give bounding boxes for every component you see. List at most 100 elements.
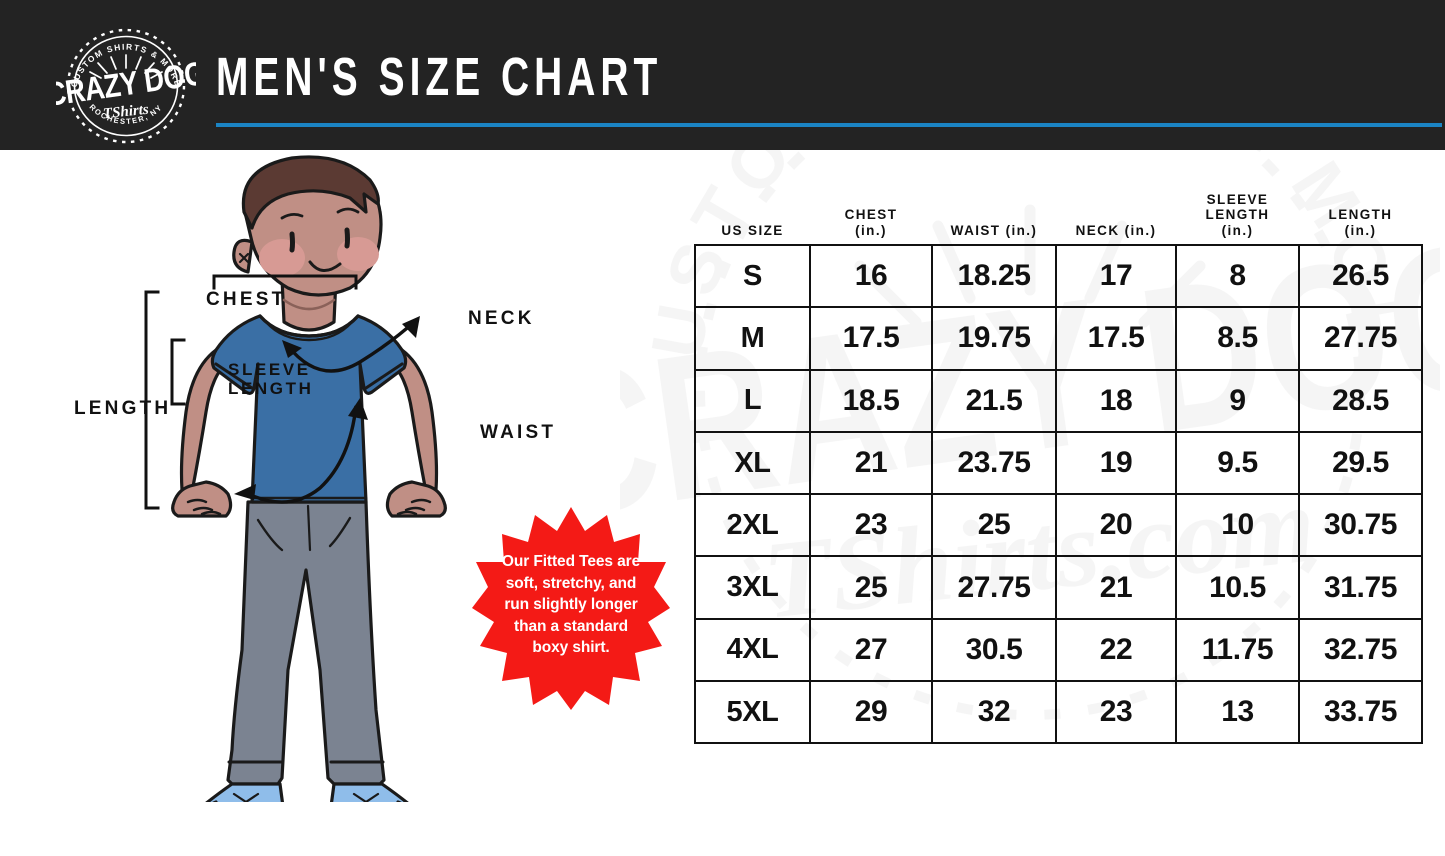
table-row: M 17.5 19.75 17.5 8.5 27.75 [694,306,1423,371]
cell-neck: 22 [1055,617,1177,683]
cell-length: 30.75 [1298,493,1423,558]
title-accent-rule [216,123,1442,127]
cell-sleeve-length: 9.5 [1175,430,1300,496]
cell-sleeve-length: 8 [1175,243,1300,309]
col-header-sleeve-length: SLEEVE LENGTH (in.) [1205,191,1270,238]
size-table-wrapper: US SIZE CHEST (in.) WAIST (in.) NECK (in… [694,180,1423,745]
col-header-waist: WAIST (in.) [950,222,1038,238]
label-chest: CHEST [206,289,287,310]
cell-neck: 21 [1055,555,1177,620]
callout-line-3: run slightly longer [504,596,638,613]
col-header-length: LENGTH (in.) [1328,207,1393,238]
crazy-dog-logo: CUSTOM SHIRTS & MORE ROCHESTER, NY [56,21,196,150]
cell-length: 31.75 [1298,555,1423,620]
cell-waist: 30.5 [931,617,1057,683]
cell-neck: 19 [1055,430,1177,496]
cell-sleeve-length: 8.5 [1175,306,1300,371]
col-header-us-size: US SIZE [721,222,784,238]
cell-length: 33.75 [1298,680,1423,745]
chest-bracket [212,274,358,290]
table-row: XL 21 23.75 19 9.5 29.5 [694,430,1423,496]
cell-neck: 18 [1055,368,1177,433]
size-table: US SIZE CHEST (in.) WAIST (in.) NECK (in… [694,180,1423,745]
label-length: LENGTH [74,398,172,419]
callout-line-1: Our Fitted Tees are [501,553,641,570]
callout-text: Our Fitted Tees are soft, stretchy, and … [489,551,653,659]
cell-neck: 17 [1055,243,1177,309]
hair [241,155,380,230]
cell-size: L [694,368,811,433]
cell-sleeve-length: 13 [1175,680,1300,745]
table-row: 3XL 25 27.75 21 10.5 31.75 [694,555,1423,620]
cell-size: 4XL [694,617,811,683]
left-hand [171,480,233,518]
cell-waist: 21.5 [931,368,1057,433]
cell-neck: 23 [1055,680,1177,745]
cell-sleeve-length: 11.75 [1175,617,1300,683]
cell-chest: 27 [809,617,933,683]
cell-size: M [694,306,811,371]
cell-size: S [694,243,811,309]
cell-neck: 17.5 [1055,306,1177,371]
fitted-tees-callout: Our Fitted Tees are soft, stretchy, and … [472,505,670,710]
tshirt [210,314,408,504]
label-sleeve-line1: SLEEVE [228,360,311,379]
cell-size: 2XL [694,493,811,558]
cell-sleeve-length: 10 [1175,493,1300,558]
cell-size: XL [694,430,811,496]
table-row: 5XL 29 32 23 13 33.75 [694,680,1423,745]
cell-length: 32.75 [1298,617,1423,683]
cell-length: 28.5 [1298,368,1423,433]
callout-line-5: boxy shirt. [532,639,610,656]
cell-chest: 23 [809,493,933,558]
cell-waist: 23.75 [931,430,1057,496]
cell-size: 3XL [694,555,811,620]
cell-chest: 17.5 [809,306,933,371]
neck-arrow-heads [282,316,420,358]
neck-arrow [286,320,416,373]
table-row: 4XL 27 30.5 22 11.75 32.75 [694,617,1423,683]
col-header-neck: NECK (in.) [1075,222,1157,238]
cell-waist: 32 [931,680,1057,745]
cell-length: 27.75 [1298,306,1423,371]
starburst-shape [472,507,670,710]
col-header-chest: CHEST (in.) [844,207,898,238]
waist-arrow-heads [234,398,368,500]
label-neck: NECK [468,308,535,329]
cell-waist: 18.25 [931,243,1057,309]
right-hand [385,480,447,518]
cell-waist: 25 [931,493,1057,558]
label-waist: WAIST [480,422,557,443]
page-title: MEN'S SIZE CHART [216,47,663,107]
sleeve-length-bracket [170,338,186,406]
size-table-body: S 16 18.25 17 8 26.5 M 17.5 19.75 17.5 8.5 27.75 L 18… [694,243,1423,745]
size-table-head: US SIZE CHEST (in.) WAIST (in.) NECK (in… [695,180,1422,245]
header-row: US SIZE CHEST (in.) WAIST (in.) NECK (in… [695,180,1422,245]
cell-sleeve-length: 10.5 [1175,555,1300,620]
cell-neck: 20 [1055,493,1177,558]
cell-chest: 25 [809,555,933,620]
cell-waist: 19.75 [931,306,1057,371]
cell-chest: 21 [809,430,933,496]
page-header: CUSTOM SHIRTS & MORE ROCHESTER, NY [0,0,1445,150]
waist-arrow [243,405,358,504]
table-row: S 16 18.25 17 8 26.5 [694,243,1423,309]
cell-length: 26.5 [1298,243,1423,309]
cell-length: 29.5 [1298,430,1423,496]
svg-text:TShirts: TShirts [102,102,149,123]
label-sleeve-line2: LENGTH [228,379,314,398]
table-row: L 18.5 21.5 18 9 28.5 [694,368,1423,433]
label-sleeve-length: SLEEVE LENGTH [228,360,313,398]
right-shoe [329,782,409,802]
cell-sleeve-length: 9 [1175,368,1300,433]
cell-chest: 29 [809,680,933,745]
measurement-illustration [20,150,680,802]
length-bracket [144,290,160,510]
cell-chest: 18.5 [809,368,933,433]
cell-chest: 16 [809,243,933,309]
callout-line-4: than a standard [514,617,628,635]
callout-line-2: soft, stretchy, and [505,574,637,592]
pants [226,500,386,786]
left-shoe [205,782,285,802]
